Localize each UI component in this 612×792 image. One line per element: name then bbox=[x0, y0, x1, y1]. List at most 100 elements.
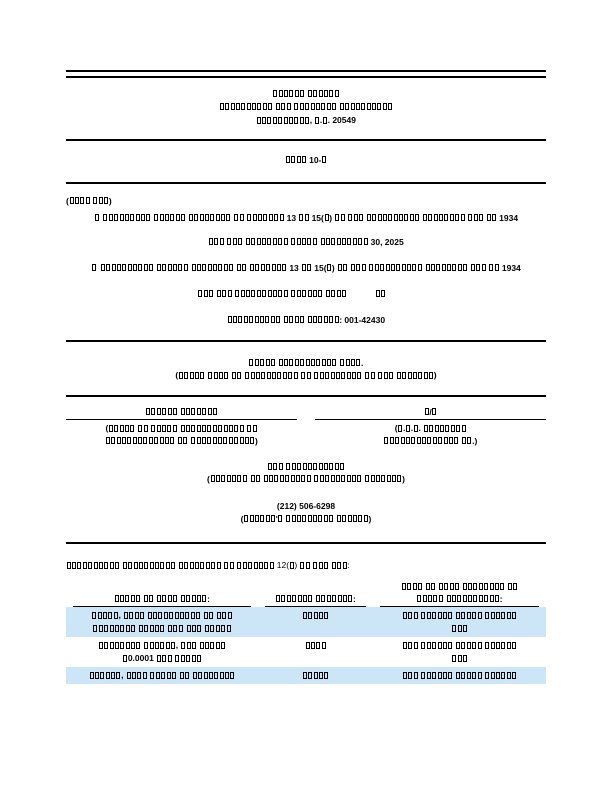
missing-glyph-box bbox=[441, 264, 446, 271]
missing-glyph-box bbox=[265, 316, 270, 323]
missing-glyph-box bbox=[286, 103, 291, 110]
missing-glyph-box bbox=[337, 595, 342, 602]
missing-glyph-box bbox=[242, 561, 247, 569]
missing-glyph-box bbox=[105, 671, 110, 679]
missing-glyph-box bbox=[383, 371, 388, 379]
missing-glyph-box bbox=[352, 238, 357, 245]
missing-glyph-box bbox=[489, 595, 494, 602]
missing-glyph-box bbox=[271, 264, 276, 271]
missing-glyph-box bbox=[308, 611, 313, 619]
missing-glyph-box bbox=[270, 316, 275, 323]
missing-glyph-box bbox=[249, 515, 254, 522]
missing-glyph-box bbox=[440, 424, 445, 432]
missing-glyph-box bbox=[301, 264, 306, 271]
form-title: 10- bbox=[66, 154, 546, 167]
missing-glyph-box bbox=[268, 214, 273, 221]
missing-glyph-box bbox=[252, 103, 257, 110]
missing-glyph-box bbox=[342, 595, 347, 602]
missing-glyph-box bbox=[189, 561, 194, 569]
missing-glyph-box bbox=[490, 671, 495, 679]
missing-glyph-box bbox=[321, 641, 326, 649]
quarterly-report-statement: 13 15() 1934 bbox=[66, 212, 546, 225]
missing-glyph-box bbox=[294, 116, 299, 124]
missing-glyph-box bbox=[374, 264, 379, 271]
missing-glyph-box bbox=[194, 214, 199, 221]
missing-glyph-box bbox=[228, 424, 233, 432]
missing-glyph-box bbox=[369, 264, 374, 271]
missing-glyph-box bbox=[442, 671, 447, 679]
missing-glyph-box bbox=[473, 582, 478, 590]
missing-glyph-box bbox=[232, 238, 237, 245]
missing-glyph-box bbox=[301, 371, 306, 379]
missing-glyph-box bbox=[160, 641, 165, 649]
missing-glyph-box bbox=[388, 103, 393, 110]
missing-glyph-box bbox=[444, 214, 449, 221]
missing-glyph-box bbox=[93, 197, 98, 204]
missing-glyph-box bbox=[318, 462, 323, 470]
missing-glyph-box bbox=[269, 475, 274, 482]
missing-glyph-box bbox=[281, 595, 286, 602]
missing-glyph-box bbox=[276, 316, 281, 323]
table-row: , bbox=[66, 667, 546, 684]
missing-glyph-box bbox=[98, 624, 103, 632]
missing-glyph-box bbox=[375, 475, 380, 482]
missing-glyph-box bbox=[350, 264, 355, 271]
missing-glyph-box bbox=[334, 89, 339, 97]
missing-glyph-box bbox=[452, 624, 457, 632]
missing-glyph-box bbox=[168, 624, 173, 632]
missing-glyph-box bbox=[111, 437, 116, 444]
missing-glyph-box bbox=[343, 264, 348, 271]
missing-glyph-box bbox=[312, 290, 317, 297]
missing-glyph-box bbox=[512, 671, 517, 679]
missing-glyph-box bbox=[261, 371, 266, 379]
missing-glyph-box bbox=[259, 316, 264, 323]
missing-glyph-box bbox=[162, 654, 167, 662]
missing-glyph-box bbox=[144, 561, 149, 569]
missing-glyph-box bbox=[313, 561, 318, 569]
missing-glyph-box bbox=[286, 462, 291, 470]
missing-glyph-box bbox=[200, 561, 205, 569]
missing-glyph-box bbox=[389, 371, 394, 379]
missing-glyph-box bbox=[251, 290, 256, 297]
missing-glyph-box bbox=[186, 595, 191, 602]
missing-glyph-box bbox=[164, 437, 169, 444]
missing-glyph-box bbox=[109, 624, 114, 632]
missing-glyph-box bbox=[264, 561, 269, 569]
missing-glyph-box bbox=[157, 595, 162, 602]
missing-glyph-box bbox=[215, 624, 220, 632]
missing-glyph-box bbox=[468, 595, 473, 602]
missing-glyph-box bbox=[242, 264, 247, 271]
missing-glyph-box bbox=[212, 408, 217, 415]
exchange-header-line-2: : bbox=[380, 593, 539, 606]
table-header-row: : : : bbox=[66, 580, 546, 607]
missing-glyph-box bbox=[207, 424, 212, 432]
missing-glyph-box bbox=[123, 654, 128, 662]
missing-glyph-box bbox=[185, 424, 190, 432]
missing-glyph-box bbox=[171, 561, 176, 569]
state-caption-line-1: ( bbox=[66, 422, 297, 435]
missing-glyph-box bbox=[207, 437, 212, 444]
agency-header-line-2 bbox=[66, 101, 546, 115]
missing-glyph-box bbox=[208, 238, 213, 245]
missing-glyph-box bbox=[226, 624, 231, 632]
exchange-line-1 bbox=[380, 669, 539, 682]
missing-glyph-box bbox=[466, 611, 471, 619]
missing-glyph-box bbox=[325, 371, 330, 379]
missing-glyph-box bbox=[223, 424, 228, 432]
missing-glyph-box bbox=[506, 671, 511, 679]
missing-glyph-box bbox=[302, 595, 307, 602]
missing-glyph-box bbox=[144, 641, 149, 649]
missing-glyph-box bbox=[270, 359, 275, 366]
missing-glyph-box bbox=[262, 103, 267, 110]
missing-glyph-box bbox=[276, 264, 281, 271]
missing-glyph-box bbox=[100, 671, 105, 679]
missing-glyph-box bbox=[291, 462, 296, 470]
missing-glyph-box bbox=[283, 238, 288, 245]
missing-glyph-box bbox=[257, 103, 262, 110]
missing-glyph-box bbox=[304, 214, 309, 221]
missing-glyph-box bbox=[422, 595, 427, 602]
missing-glyph-box bbox=[227, 611, 232, 619]
missing-glyph-box bbox=[246, 103, 251, 110]
missing-glyph-box bbox=[461, 424, 466, 432]
missing-glyph-box bbox=[205, 641, 210, 649]
